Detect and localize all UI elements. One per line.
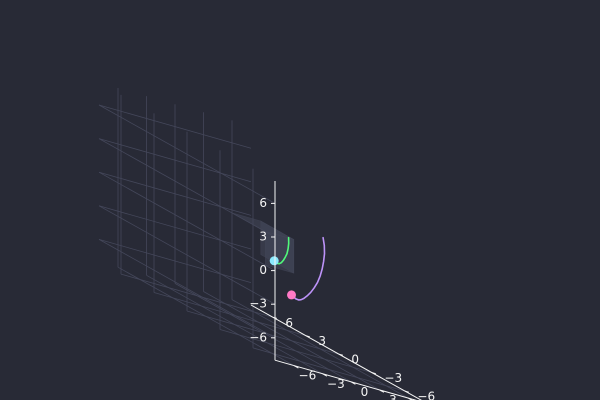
- y-tick-mark: [404, 390, 409, 393]
- z-tick-label: −6: [249, 330, 267, 344]
- y-tick-label: 0: [351, 353, 359, 367]
- x-tick-label: −6: [299, 369, 317, 383]
- floor-grid-line: [231, 299, 409, 399]
- series-1-line: [290, 236, 326, 301]
- y-tick-mark: [338, 353, 343, 356]
- y-tick-mark: [305, 335, 310, 338]
- x-tick-label: 3: [389, 393, 397, 400]
- floor-grid-line: [153, 292, 307, 337]
- y-tick-label: 6: [285, 316, 293, 330]
- floor-grid-line: [120, 273, 274, 318]
- side-wall-grid-line: [98, 138, 252, 183]
- x-tick-mark: [350, 381, 356, 385]
- y-tick-mark: [272, 316, 277, 319]
- y-tick-label: −3: [384, 371, 402, 385]
- x-tick-mark: [322, 373, 328, 377]
- z-tick-label: 6: [259, 196, 267, 210]
- y-tick-mark: [371, 372, 376, 375]
- axes: [250, 181, 422, 400]
- x-tick-mark: [407, 397, 413, 400]
- z-tick-label: −3: [249, 297, 267, 311]
- side-wall-grid-line: [98, 171, 252, 216]
- x-tick-mark: [379, 389, 385, 393]
- y-tick-label: −6: [417, 390, 435, 400]
- z-tick-label: 0: [259, 263, 267, 277]
- x-tick-label: 0: [361, 385, 369, 399]
- grid-lines: [98, 88, 409, 399]
- series-group: [269, 236, 326, 301]
- x-tick-label: −3: [327, 377, 345, 391]
- floor-grid-line: [203, 291, 380, 391]
- side-wall-grid-line: [98, 104, 252, 149]
- floor-grid-line: [186, 310, 340, 355]
- z-tick-label: 3: [259, 230, 267, 244]
- back-wall-grid-line: [98, 171, 276, 271]
- series-1-end-marker: [287, 290, 296, 300]
- x-tick-mark: [293, 365, 299, 369]
- center-cube: [232, 212, 295, 274]
- series-2-end-marker: [269, 256, 279, 266]
- back-wall-grid-line: [98, 104, 276, 204]
- y-tick-label: 3: [318, 334, 326, 348]
- tick-labels: −6−6−6−3−3−3000333666: [249, 196, 435, 400]
